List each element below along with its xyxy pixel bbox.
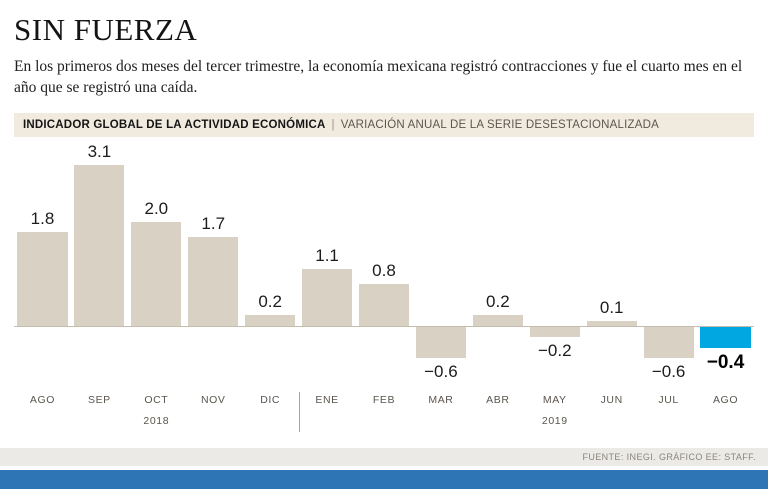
bar-slot-sep-1: 3.1 <box>71 141 128 386</box>
value-label-10: 0.1 <box>599 297 624 317</box>
chart-header-primary: INDICADOR GLOBAL DE LA ACTIVIDAD ECONÓMI… <box>23 118 326 131</box>
chart-header-separator: | <box>331 118 335 131</box>
bar-ago-0 <box>17 232 68 326</box>
bar-slot-jun-10: 0.1 <box>583 141 640 386</box>
page-title: SIN FUERZA <box>14 12 198 47</box>
value-label-5: 1.1 <box>315 245 339 265</box>
bar-slot-mar-7: −0.6 <box>412 141 469 386</box>
bar-slot-abr-8: 0.2 <box>469 141 526 386</box>
value-label-12: −0.4 <box>706 351 745 373</box>
bar-may-9 <box>529 326 580 338</box>
x-label-may-9: MAY <box>542 393 567 406</box>
value-label-8: 0.2 <box>486 292 510 312</box>
bar-slot-nov-3: 1.7 <box>185 141 242 386</box>
value-label-6: 0.8 <box>372 261 396 281</box>
bar-ago-12 <box>700 326 751 348</box>
bar-jun-10 <box>586 320 637 326</box>
chart-header-bar: INDICADOR GLOBAL DE LA ACTIVIDAD ECONÓMI… <box>14 112 754 137</box>
chart-axis-labels: AGO SEP OCT NOV DIC ENE FEB MAR ABR MAY JUN JUL AGO 2… <box>14 391 754 436</box>
chart-plot-area: 1.8 3.1 2.0 1.7 0.2 1.1 0.8 −0.6 0.2 −0.2 0.1 −0.6−… <box>14 141 754 386</box>
bar-feb-6 <box>358 284 410 326</box>
value-label-2: 2.0 <box>144 198 169 218</box>
x-label-ene-5: ENE <box>315 393 339 406</box>
bar-chart: 1.8 3.1 2.0 1.7 0.2 1.1 0.8 −0.6 0.2 −0.2 0.1 −0.6−… <box>14 141 754 436</box>
x-label-jun-10: JUN <box>600 393 623 406</box>
x-label-dic-4: DIC <box>260 393 281 406</box>
x-label-ago-12: AGO <box>712 393 739 406</box>
x-label-oct-2: OCT <box>144 393 169 406</box>
bar-slot-feb-6: 0.8 <box>356 141 413 386</box>
bar-slot-may-9: −0.2 <box>526 141 583 386</box>
value-label-3: 1.7 <box>201 214 226 234</box>
bar-slot-oct-2: 2.0 <box>128 141 185 386</box>
x-label-ago-0: AGO <box>29 393 56 406</box>
value-label-0: 1.8 <box>30 209 55 229</box>
value-label-1: 3.1 <box>87 141 112 161</box>
x-label-abr-8: ABR <box>486 393 510 406</box>
source-strip: FUENTE: INEGI. GRÁFICO EE: STAFF. <box>0 448 768 466</box>
bar-nov-3 <box>188 237 239 326</box>
bar-slot-ago-12: −0.4 <box>697 141 754 386</box>
content-area: SIN FUERZA En los primeros dos meses del… <box>14 12 754 436</box>
value-label-11: −0.6 <box>651 362 686 382</box>
x-label-feb-6: FEB <box>372 393 396 406</box>
bar-ene-5 <box>302 268 353 326</box>
x-label-jul-11: JUL <box>658 393 679 406</box>
value-label-4: 0.2 <box>258 292 282 312</box>
year-label-2018: 2018 <box>143 414 170 427</box>
year-divider-line <box>298 391 300 432</box>
value-label-9: −0.2 <box>537 341 572 361</box>
bar-oct-2 <box>131 221 182 326</box>
year-label-2019: 2019 <box>541 414 568 427</box>
bar-abr-8 <box>472 315 523 326</box>
bar-slot-jul-11: −0.6 <box>640 141 697 386</box>
bar-slot-dic-4: 0.2 <box>242 141 299 386</box>
chart-header-secondary: VARIACIÓN ANUAL DE LA SERIE DESESTACIONA… <box>340 118 659 131</box>
bar-slot-ago-0: 1.8 <box>14 141 71 386</box>
zero-axis-line <box>14 325 754 327</box>
x-label-mar-7: MAR <box>428 393 454 406</box>
bar-sep-1 <box>74 164 125 326</box>
x-axis-month-row: AGO SEP OCT NOV DIC ENE FEB MAR ABR MAY JUN JUL AGO <box>14 394 754 406</box>
bottom-accent-bar <box>0 470 768 489</box>
value-label-7: −0.6 <box>424 362 458 382</box>
x-label-sep-1: SEP <box>87 393 111 406</box>
source-text: FUENTE: INEGI. GRÁFICO EE: STAFF. <box>582 452 756 462</box>
bar-mar-7 <box>415 326 466 359</box>
x-label-nov-3: NOV <box>200 393 226 406</box>
bar-dic-4 <box>245 315 296 326</box>
page-subtitle: En los primeros dos meses del tercer tri… <box>14 58 743 96</box>
bar-slot-ene-5: 1.1 <box>299 141 356 386</box>
bar-jul-11 <box>643 326 694 359</box>
